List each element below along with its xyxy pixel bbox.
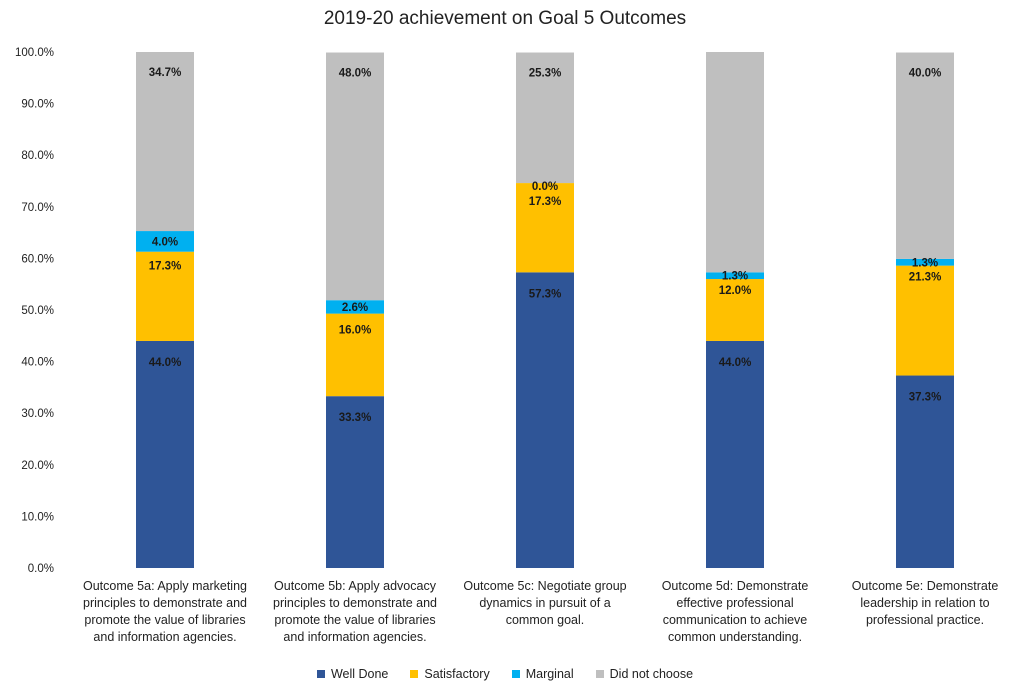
x-category-label-line: effective professional — [676, 596, 794, 610]
bar-satisfactory — [706, 279, 764, 341]
y-tick-label: 10.0% — [21, 511, 54, 523]
data-label-satisfactory: 17.3% — [149, 261, 182, 273]
y-tick-label: 60.0% — [21, 253, 54, 265]
data-label-marginal: 1.3% — [912, 257, 938, 269]
x-category-label-line: leadership in relation to — [860, 596, 990, 610]
data-label-marginal: 2.6% — [342, 302, 368, 314]
legend-label: Well Done — [330, 667, 389, 681]
x-category-label: Outcome 5a: Apply marketing principles to… — [65, 578, 265, 646]
y-tick-label: 90.0% — [21, 99, 54, 111]
x-category-label-line: promote the value of libraries — [84, 613, 246, 627]
legend-item-marginal: Marginal — [511, 667, 574, 681]
bar-well-done — [896, 375, 954, 568]
bar-did-not-choose — [896, 52, 954, 259]
x-category-label-line: Outcome 5c: Negotiate group — [463, 579, 627, 593]
y-tick-label: 20.0% — [21, 460, 54, 472]
data-label-did-not-choose: 40.0% — [909, 68, 942, 80]
x-category-label-line: Outcome 5d: Demonstrate — [661, 579, 809, 593]
data-label-did-not-choose: 34.7% — [149, 67, 182, 79]
data-label-marginal: 0.0% — [532, 181, 558, 193]
legend-swatch — [316, 670, 325, 678]
legend-swatch — [595, 670, 604, 678]
x-category-label-line: and information agencies. — [93, 630, 237, 644]
legend-item-did-not-choose: Did not choose — [595, 667, 694, 681]
bar-marginal — [326, 300, 384, 314]
data-label-well-done: 37.3% — [909, 392, 942, 404]
x-category-label-line: and information agencies. — [283, 630, 427, 644]
legend-swatch — [410, 670, 419, 678]
y-axis: 0.0% 10.0% 20.0% 30.0% 40.0% 50.0% 60.0% 70.0% 8… — [15, 47, 54, 575]
data-label-satisfactory: 17.3% — [529, 196, 562, 208]
chart-title: 2019-20 achievement on Goal 5 Outcomes — [323, 8, 687, 29]
y-tick-label: 30.0% — [21, 408, 54, 420]
bar-marginal — [136, 231, 194, 252]
x-category-label-line: promote the value of libraries — [274, 613, 436, 627]
y-tick-label: 70.0% — [21, 202, 54, 214]
data-label-well-done: 44.0% — [719, 357, 752, 369]
y-tick-label: 40.0% — [21, 357, 54, 369]
bar-marginal — [706, 272, 764, 280]
data-label-satisfactory: 16.0% — [339, 325, 372, 337]
bar-well-done — [326, 396, 384, 568]
data-label-did-not-choose: 25.3% — [529, 68, 562, 80]
x-category-label-line: principles to demonstrate and — [273, 596, 437, 610]
bar-well-done — [516, 272, 574, 568]
bar-did-not-choose — [136, 52, 194, 232]
legend-label: Satisfactory — [424, 667, 490, 681]
legend-swatch — [511, 670, 520, 678]
x-category-label: Outcome 5e: Demonstrate leadership in rel… — [825, 578, 1010, 629]
legend-item-satisfactory: Satisfactory — [410, 667, 490, 681]
bar-did-not-choose — [706, 52, 764, 273]
data-label-well-done: 44.0% — [149, 357, 182, 369]
bar-satisfactory — [896, 265, 954, 376]
legend-item-well-done: Well Done — [316, 667, 389, 681]
x-category-label: Outcome 5b: Apply advocacy principles to … — [255, 578, 455, 646]
bar-well-done — [706, 340, 764, 568]
x-category-label: Outcome 5d: Demonstrate effective profess… — [635, 578, 835, 646]
y-tick-label: 100.0% — [15, 47, 54, 59]
legend-label: Did not choose — [609, 667, 694, 681]
x-category-label: Outcome 5c: Negotiate group dynamics in p… — [445, 578, 645, 629]
data-label-well-done: 33.3% — [339, 412, 372, 424]
bar-did-not-choose — [326, 52, 384, 301]
legend-label: Marginal — [525, 667, 574, 681]
data-label-well-done: 57.3% — [529, 288, 562, 300]
x-category-label-line: common goal. — [505, 613, 585, 627]
x-category-label-line: principles to demonstrate and — [83, 596, 247, 610]
data-label-satisfactory: 21.3% — [909, 272, 942, 284]
x-category-label-line: common understanding. — [667, 630, 803, 644]
bar-satisfactory — [136, 251, 194, 341]
bar-marginal — [896, 258, 954, 266]
bar-satisfactory — [516, 183, 574, 273]
data-label-did-not-choose: 48.0% — [339, 68, 372, 80]
x-category-label-line: dynamics in pursuit of a — [479, 596, 611, 610]
data-label-marginal: 4.0% — [152, 236, 178, 248]
bars — [136, 52, 954, 568]
x-category-label-line: Outcome 5b: Apply advocacy — [274, 579, 436, 593]
x-category-label-line: professional practice. — [865, 613, 985, 627]
y-tick-label: 0.0% — [28, 563, 54, 575]
legend: Well Done Satisfactory Marginal Did not cho… — [0, 667, 1010, 681]
x-category-label-line: Outcome 5a: Apply marketing — [83, 579, 247, 593]
y-tick-label: 50.0% — [21, 305, 54, 317]
x-category-label-line: Outcome 5e: Demonstrate — [851, 579, 999, 593]
y-tick-label: 80.0% — [21, 150, 54, 162]
bar-well-done — [136, 340, 194, 568]
data-label-marginal: 1.3% — [722, 271, 748, 283]
bar-labels: 44.0% 17.3% 4.0% 34.7% 33.3% 16.0% 2.6% 48.0% 57… — [149, 67, 942, 424]
data-label-satisfactory: 12.0% — [719, 285, 752, 297]
x-category-label-line: communication to achieve — [662, 613, 808, 627]
bar-satisfactory — [326, 313, 384, 397]
bar-did-not-choose — [516, 52, 574, 184]
